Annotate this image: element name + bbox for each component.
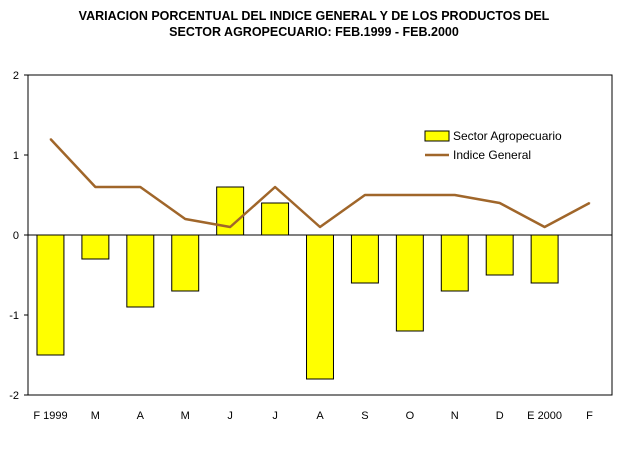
x-tick-label-5: J — [272, 410, 278, 422]
chart-title-line-1: VARIACION PORCENTUAL DEL INDICE GENERAL … — [78, 9, 550, 23]
point-indice-general-11 — [543, 226, 546, 228]
bar-sector-agropecuario-0 — [36, 234, 65, 356]
point-indice-general-7 — [364, 194, 366, 196]
x-tick-label-8: O — [406, 410, 415, 422]
chart-title: VARIACION PORCENTUAL DEL INDICE GENERAL … — [0, 8, 628, 40]
x-tick-label-1: M — [91, 410, 100, 422]
y-axis: 2 1 0 -1 -2 — [9, 70, 28, 402]
bar-sector-agropecuario-5 — [261, 202, 290, 236]
point-indice-general-0 — [49, 138, 52, 140]
legend-swatch-sector-agropecuario — [424, 130, 450, 142]
x-tick-label-4: J — [227, 410, 233, 422]
bar-sector-agropecuario-1 — [81, 234, 110, 260]
y-tick-label-0: 2 — [13, 70, 19, 82]
point-indice-general-6 — [319, 226, 321, 228]
point-indice-general-8 — [409, 194, 411, 196]
x-tick-label-0: F 1999 — [33, 410, 67, 422]
bar-sector-agropecuario-9 — [440, 234, 469, 292]
point-indice-general-5 — [274, 186, 276, 188]
bar-sector-agropecuario-7 — [350, 234, 379, 284]
legend-label-sector-agropecuario: Sector Agropecuario — [453, 129, 562, 143]
bar-sector-agropecuario-2 — [126, 234, 155, 308]
bar-sector-agropecuario-3 — [171, 234, 200, 292]
point-indice-general-12 — [588, 202, 591, 204]
point-indice-general-3 — [184, 218, 187, 220]
point-indice-general-1 — [94, 186, 97, 188]
x-tick-label-10: D — [496, 410, 504, 422]
bars-layer — [36, 186, 559, 380]
x-tick-label-7: S — [361, 410, 368, 422]
bar-sector-agropecuario-10 — [485, 234, 514, 276]
bar-sector-agropecuario-8 — [395, 234, 424, 332]
x-axis: F 1999 M A M J J A S O N D E 2000 F — [33, 410, 593, 422]
bar-sector-agropecuario-6 — [306, 234, 334, 380]
y-tick-label-3: -1 — [9, 310, 19, 322]
y-tick-label-2: 0 — [13, 230, 19, 242]
point-indice-general-4 — [229, 226, 231, 228]
x-tick-label-12: F — [586, 410, 593, 422]
point-indice-general-2 — [139, 186, 142, 188]
legend-label-indice-general: Indice General — [453, 148, 531, 162]
x-tick-label-9: N — [451, 410, 459, 422]
x-tick-label-6: A — [316, 410, 324, 422]
legend: Sector Agropecuario Indice General — [424, 129, 562, 162]
x-tick-label-2: A — [137, 410, 145, 422]
point-indice-general-9 — [453, 194, 456, 196]
y-tick-label-1: 1 — [13, 150, 19, 162]
x-tick-label-3: M — [181, 410, 190, 422]
point-indice-general-10 — [498, 202, 501, 204]
y-tick-label-4: -2 — [9, 390, 19, 402]
line-layer — [49, 138, 591, 229]
bar-sector-agropecuario-11 — [530, 234, 559, 284]
x-tick-label-11: E 2000 — [527, 410, 562, 422]
chart-title-line-2: SECTOR AGROPECUARIO: FEB.1999 - FEB.2000 — [169, 25, 459, 39]
